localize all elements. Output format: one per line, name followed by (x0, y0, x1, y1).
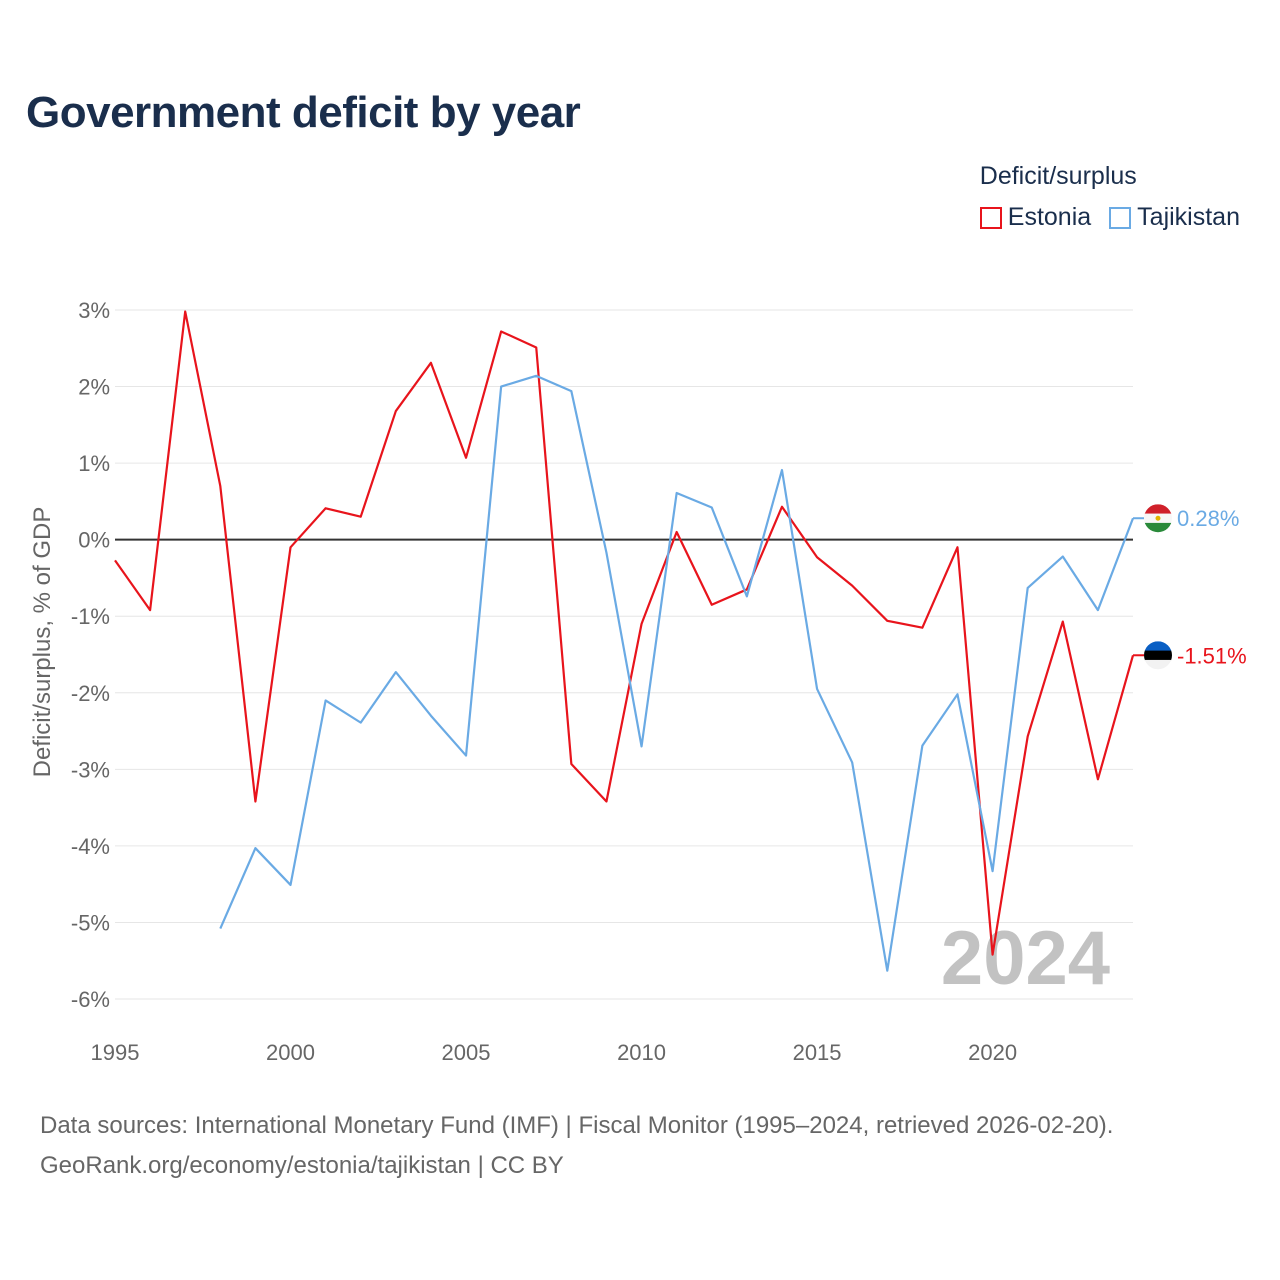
data-point-estonia[interactable] (463, 455, 469, 461)
data-point-tajikistan[interactable] (814, 686, 820, 692)
data-point-estonia[interactable] (639, 621, 645, 627)
data-point-tajikistan[interactable] (990, 868, 996, 874)
data-point-tajikistan[interactable] (779, 467, 785, 473)
end-label-tajikistan: 0.28% (1177, 506, 1239, 531)
data-point-estonia[interactable] (603, 798, 609, 804)
y-tick-label: -3% (71, 757, 110, 782)
x-tick-label: 1995 (91, 1040, 140, 1065)
y-tick-label: -2% (71, 681, 110, 706)
data-point-tajikistan[interactable] (1060, 554, 1066, 560)
data-point-tajikistan[interactable] (323, 697, 329, 703)
data-point-tajikistan[interactable] (568, 388, 574, 394)
data-point-tajikistan[interactable] (709, 505, 715, 511)
series-line-tajikistan[interactable] (219, 374, 1135, 972)
data-point-tajikistan[interactable] (744, 593, 750, 599)
source-note: Data sources: International Monetary Fun… (40, 1112, 1114, 1139)
y-tick-label: -1% (71, 604, 110, 629)
data-point-tajikistan[interactable] (954, 691, 960, 697)
line-chart: 2024 3% 2% 1% 0% -1% -2% -3% -4% -5% -6% 1995 2000 2… (29, 298, 1247, 1065)
data-point-tajikistan[interactable] (428, 713, 434, 719)
data-point-tajikistan[interactable] (358, 720, 364, 726)
data-point-estonia[interactable] (568, 761, 574, 767)
data-point-estonia[interactable] (1025, 733, 1031, 739)
data-point-estonia[interactable] (498, 328, 504, 334)
data-point-tajikistan[interactable] (639, 743, 645, 749)
year-watermark: 2024 (941, 916, 1110, 1001)
y-tick-label: 0% (78, 528, 110, 553)
data-point-estonia[interactable] (990, 952, 996, 958)
chart-title: Government deficit by year (26, 88, 581, 137)
data-point-tajikistan[interactable] (217, 926, 223, 932)
data-point-estonia[interactable] (182, 309, 188, 315)
footer: Data sources: International Monetary Fun… (40, 1106, 1113, 1186)
data-point-estonia[interactable] (358, 514, 364, 520)
y-tick-label: 1% (78, 451, 110, 476)
legend-item-estonia[interactable]: Estonia (979, 203, 1092, 232)
data-point-estonia[interactable] (428, 360, 434, 366)
x-tick-label: 2000 (266, 1040, 315, 1065)
y-tick-label: 2% (78, 375, 110, 400)
series-line-estonia[interactable] (114, 310, 1135, 956)
data-point-estonia[interactable] (323, 505, 329, 511)
data-point-estonia[interactable] (147, 607, 153, 613)
legend-item-tajikistan[interactable]: Tajikistan (1109, 203, 1240, 232)
tajikistan-flag-icon (1144, 504, 1172, 533)
data-point-tajikistan[interactable] (463, 753, 469, 759)
data-point-tajikistan[interactable] (849, 759, 855, 765)
data-point-estonia[interactable] (674, 529, 680, 535)
data-point-estonia[interactable] (919, 625, 925, 631)
data-point-tajikistan[interactable] (603, 550, 609, 556)
attribution: GeoRank.org/economy/estonia/tajikistan |… (40, 1152, 564, 1179)
data-point-tajikistan[interactable] (674, 490, 680, 496)
data-point-tajikistan[interactable] (919, 743, 925, 749)
data-point-estonia[interactable] (217, 483, 223, 489)
legend-swatch-estonia (979, 206, 1002, 229)
x-tick-label: 2005 (442, 1040, 491, 1065)
legend-label-tajikistan: Tajikistan (1137, 203, 1240, 231)
y-tick-label: 3% (78, 298, 110, 323)
legend-swatch-tajikistan (1109, 206, 1132, 229)
data-point-tajikistan[interactable] (1095, 607, 1101, 613)
data-point-tajikistan[interactable] (288, 882, 294, 888)
y-axis-label: Deficit/surplus, % of GDP (29, 507, 56, 778)
estonia-flag-icon (1144, 641, 1172, 670)
data-point-estonia[interactable] (884, 618, 890, 624)
x-tick-label: 2015 (793, 1040, 842, 1065)
data-point-estonia[interactable] (112, 557, 118, 563)
data-point-estonia[interactable] (709, 602, 715, 608)
data-point-estonia[interactable] (779, 504, 785, 510)
data-point-tajikistan[interactable] (533, 373, 539, 379)
end-label-estonia: -1.51% (1177, 643, 1247, 668)
data-point-tajikistan[interactable] (1025, 585, 1031, 591)
data-point-estonia[interactable] (533, 345, 539, 351)
legend-label-estonia: Estonia (1007, 203, 1092, 231)
data-point-estonia[interactable] (288, 544, 294, 550)
data-point-tajikistan[interactable] (498, 384, 504, 390)
data-point-estonia[interactable] (393, 408, 399, 414)
legend-title: Deficit/surplus (979, 162, 1137, 190)
y-tick-label: -4% (71, 834, 110, 859)
x-tick-label: 2010 (617, 1040, 666, 1065)
data-point-estonia[interactable] (1095, 776, 1101, 782)
legend: Deficit/surplus Estonia Tajikistan (979, 162, 1240, 232)
y-tick-label: -6% (71, 987, 110, 1012)
data-point-tajikistan[interactable] (393, 669, 399, 675)
data-point-tajikistan[interactable] (252, 845, 258, 851)
data-point-tajikistan[interactable] (884, 968, 890, 974)
data-point-estonia[interactable] (1060, 619, 1066, 625)
data-point-estonia[interactable] (252, 798, 258, 804)
data-point-estonia[interactable] (814, 554, 820, 560)
data-point-estonia[interactable] (849, 583, 855, 589)
x-tick-label: 2020 (968, 1040, 1017, 1065)
data-point-estonia[interactable] (954, 544, 960, 550)
y-tick-label: -5% (71, 910, 110, 935)
